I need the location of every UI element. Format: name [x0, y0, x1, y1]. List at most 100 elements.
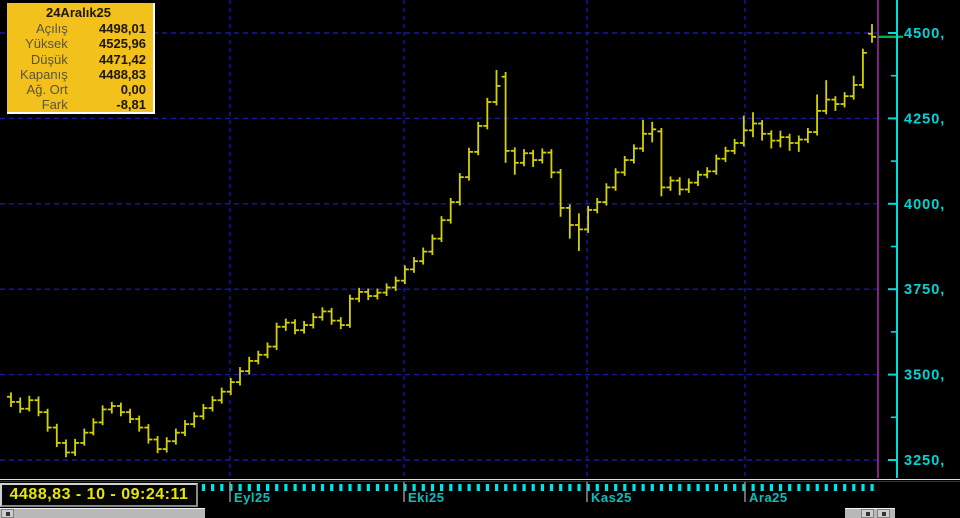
time-tick [440, 484, 444, 491]
quote-value: 4471,42 [99, 51, 146, 67]
ohlc-bar [7, 392, 15, 408]
status-box: 4488,83 - 10 - 09:24:11 [0, 483, 198, 507]
time-tick [705, 484, 709, 491]
quote-info-box: 24Aralık25 Açılış 4498,01 Yüksek 4525,96 D… [7, 3, 155, 114]
ohlc-bar [858, 48, 867, 89]
ohlc-bar [840, 92, 849, 108]
time-tick [357, 484, 361, 491]
quote-row: Ağ. Ort 0,00 [11, 82, 146, 97]
ohlc-bar [657, 127, 666, 197]
ohlc-bar [538, 148, 547, 164]
ohlc-bar [62, 439, 70, 458]
time-tick [220, 484, 224, 491]
y-axis-tick-label: 3250, [904, 453, 945, 469]
scrollbar-button[interactable] [861, 509, 874, 518]
ohlc-bar [749, 112, 757, 138]
ohlc-bar [254, 350, 263, 365]
time-axis[interactable]: 4488,83 - 10 - 09:24:11 Eyl25 Eki25 Kas25 A… [0, 482, 960, 508]
ohlc-bar [501, 71, 510, 163]
quote-label: Fark [41, 97, 68, 113]
month-label: Ara25 [749, 490, 788, 505]
ohlc-bar [455, 173, 464, 206]
quote-label: Ağ. Ort [26, 82, 68, 98]
time-tick [256, 484, 260, 491]
time-tick [238, 484, 242, 491]
ohlc-bar [712, 154, 721, 175]
quote-label: Yüksek [25, 36, 68, 52]
time-tick [403, 484, 407, 491]
time-tick [595, 484, 599, 491]
month-label: Eki25 [408, 490, 445, 505]
ohlc-bar [281, 318, 290, 331]
scrollbar-right-button[interactable] [877, 509, 890, 518]
time-tick [568, 484, 572, 491]
ohlc-bar [556, 168, 565, 217]
time-tick [815, 484, 819, 491]
ohlc-bar [25, 395, 34, 412]
ohlc-bar [16, 397, 25, 413]
ohlc-bar [34, 396, 43, 417]
ohlc-bar [263, 342, 272, 359]
time-tick [751, 484, 755, 491]
time-tick [476, 484, 480, 491]
time-tick [467, 484, 471, 491]
ohlc-bar [226, 378, 235, 396]
ohlc-bar [602, 183, 611, 206]
y-axis-tick-label: 3750, [904, 282, 945, 298]
ohlc-bar [190, 412, 199, 428]
time-tick [531, 484, 535, 491]
quote-row: Düşük 4471,42 [11, 52, 146, 67]
y-axis-tick-label: 4000, [904, 197, 945, 213]
time-tick [266, 484, 270, 491]
ohlc-bar [89, 418, 98, 436]
time-tick [513, 484, 517, 491]
price-chart[interactable]: 4500, 4250, 4000, 3750, 3500, 3250, [0, 0, 960, 482]
quote-value: 4488,83 [99, 66, 146, 82]
ohlc-bar [400, 265, 409, 285]
ohlc-bar [327, 307, 336, 325]
chart-canvas: 4500, 4250, 4000, 3750, 3500, 3250, [0, 0, 945, 478]
time-tick [623, 484, 627, 491]
time-tick [540, 484, 544, 491]
time-tick [833, 484, 838, 491]
y-axis-tick-label: 4500, [904, 26, 945, 42]
ohlc-bar [43, 408, 52, 432]
horizontal-scrollbar[interactable] [0, 508, 205, 518]
ohlc-bar [474, 121, 483, 156]
time-tick [311, 484, 315, 491]
y-axis-tick-label: 4250, [904, 111, 945, 127]
time-tick [559, 484, 563, 491]
time-tick [495, 484, 499, 491]
ohlc-bar [272, 322, 281, 351]
time-tick [348, 484, 352, 491]
window-bottom-edge [0, 508, 960, 518]
axis-separator-highlight [0, 479, 960, 480]
time-tick [366, 484, 370, 491]
time-tick [641, 484, 645, 491]
ohlc-bar [611, 168, 620, 191]
month-label: Eyl25 [234, 490, 271, 505]
time-tick [769, 484, 773, 491]
ohlc-bar [694, 170, 702, 187]
ohlc-bar [849, 75, 858, 100]
time-tick [275, 484, 279, 491]
ohlc-bar [373, 288, 382, 300]
time-tick [458, 484, 462, 491]
time-tick [302, 484, 306, 491]
scrollbar-left-button[interactable] [1, 509, 14, 518]
quote-label: Açılış [35, 21, 68, 36]
time-tick [201, 484, 206, 491]
ohlc-bar [529, 149, 538, 167]
ohlc-bar [666, 176, 675, 191]
month-label: Kas25 [591, 490, 632, 505]
ohlc-bar [419, 247, 428, 265]
time-tick [852, 484, 856, 491]
ohlc-bar [574, 213, 583, 251]
quote-label: Düşük [30, 51, 68, 67]
time-tick [778, 484, 783, 491]
time-tick [614, 484, 618, 491]
ohlc-bar [703, 167, 712, 179]
quote-value: 4525,96 [99, 36, 146, 52]
ohlc-bar [144, 424, 153, 444]
